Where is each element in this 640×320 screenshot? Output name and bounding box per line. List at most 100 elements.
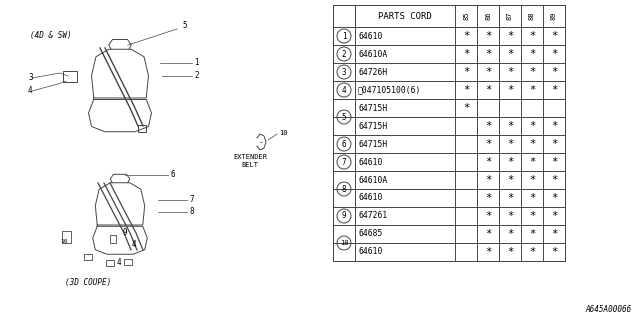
- Text: PARTS CORD: PARTS CORD: [378, 12, 432, 20]
- Text: *: *: [507, 157, 513, 167]
- Text: *: *: [463, 31, 469, 41]
- Text: *: *: [485, 247, 491, 257]
- Text: *: *: [507, 175, 513, 185]
- Text: *: *: [529, 67, 535, 77]
- Text: 64715H: 64715H: [358, 122, 387, 131]
- Text: *: *: [529, 85, 535, 95]
- Bar: [333, 5, 565, 261]
- Text: 4: 4: [342, 85, 346, 94]
- Text: Ⓢ047105100(6): Ⓢ047105100(6): [358, 85, 421, 94]
- Text: *: *: [507, 247, 513, 257]
- Text: 4: 4: [132, 240, 136, 249]
- Text: *: *: [507, 193, 513, 203]
- Bar: [106, 260, 114, 266]
- Text: *: *: [551, 49, 557, 59]
- Text: 64610A: 64610A: [358, 175, 387, 185]
- Text: 64610: 64610: [358, 247, 382, 257]
- Text: *: *: [551, 85, 557, 95]
- Bar: [62, 231, 71, 243]
- Text: *: *: [551, 193, 557, 203]
- Text: 5: 5: [182, 21, 187, 30]
- Text: A645A00066: A645A00066: [586, 305, 632, 314]
- Text: *: *: [463, 85, 469, 95]
- Text: *: *: [485, 85, 491, 95]
- Text: 64685: 64685: [358, 229, 382, 238]
- Bar: [84, 254, 92, 260]
- Text: 3: 3: [342, 68, 346, 76]
- Text: *: *: [485, 67, 491, 77]
- Text: *: *: [529, 157, 535, 167]
- Text: 86: 86: [485, 12, 491, 20]
- Text: *: *: [485, 49, 491, 59]
- Text: *: *: [485, 121, 491, 131]
- Text: *: *: [529, 247, 535, 257]
- Text: *: *: [507, 85, 513, 95]
- Bar: [124, 259, 132, 265]
- Text: *: *: [551, 229, 557, 239]
- Text: 2: 2: [194, 71, 198, 80]
- Text: *: *: [551, 211, 557, 221]
- Text: 1: 1: [342, 31, 346, 41]
- Text: 64610: 64610: [358, 194, 382, 203]
- Text: *: *: [507, 139, 513, 149]
- Text: *: *: [507, 31, 513, 41]
- Text: *: *: [507, 49, 513, 59]
- Text: *: *: [463, 67, 469, 77]
- Text: 8: 8: [342, 185, 346, 194]
- Text: 7: 7: [189, 195, 194, 204]
- Text: (3D COUPE): (3D COUPE): [65, 278, 111, 287]
- Text: 1: 1: [194, 58, 198, 67]
- Text: *: *: [463, 49, 469, 59]
- Text: *: *: [485, 175, 491, 185]
- Text: (4D & SW): (4D & SW): [30, 31, 72, 40]
- Text: 10: 10: [279, 130, 287, 136]
- Text: 64715H: 64715H: [358, 103, 387, 113]
- Text: 89: 89: [551, 12, 557, 20]
- Text: *: *: [529, 175, 535, 185]
- Text: 85: 85: [463, 12, 469, 20]
- Text: 64726H: 64726H: [358, 68, 387, 76]
- Text: *: *: [551, 157, 557, 167]
- Text: 87: 87: [507, 12, 513, 20]
- Text: 64610A: 64610A: [358, 50, 387, 59]
- Text: *: *: [529, 121, 535, 131]
- Text: 64610: 64610: [358, 31, 382, 41]
- Text: 4: 4: [117, 258, 122, 267]
- Bar: [63, 71, 77, 82]
- Text: *: *: [485, 157, 491, 167]
- Text: *: *: [551, 67, 557, 77]
- Text: 6: 6: [170, 170, 175, 179]
- Text: *: *: [551, 247, 557, 257]
- Text: 64715H: 64715H: [358, 140, 387, 148]
- Text: *: *: [485, 31, 491, 41]
- Text: 3: 3: [28, 73, 33, 82]
- Text: 7: 7: [342, 157, 346, 166]
- Text: *: *: [551, 121, 557, 131]
- Text: *: *: [551, 31, 557, 41]
- Text: 64610: 64610: [358, 157, 382, 166]
- Bar: [110, 235, 116, 243]
- Text: 9: 9: [122, 228, 127, 237]
- Text: *: *: [485, 211, 491, 221]
- Text: *: *: [529, 193, 535, 203]
- Text: EXTENDER
BELT: EXTENDER BELT: [233, 154, 267, 167]
- Text: 9: 9: [342, 212, 346, 220]
- Text: *: *: [507, 211, 513, 221]
- Bar: [138, 125, 146, 132]
- Text: *: *: [529, 139, 535, 149]
- Text: *: *: [507, 67, 513, 77]
- Text: *: *: [463, 103, 469, 113]
- Text: 88: 88: [529, 12, 535, 20]
- Text: *: *: [529, 31, 535, 41]
- Text: 6: 6: [342, 140, 346, 148]
- Text: *: *: [551, 175, 557, 185]
- Text: 647261: 647261: [358, 212, 387, 220]
- Text: 10: 10: [60, 239, 67, 244]
- Text: *: *: [551, 139, 557, 149]
- Text: *: *: [485, 139, 491, 149]
- Text: *: *: [529, 211, 535, 221]
- Text: 10: 10: [340, 240, 348, 246]
- Text: *: *: [529, 49, 535, 59]
- Text: *: *: [507, 121, 513, 131]
- Text: *: *: [485, 193, 491, 203]
